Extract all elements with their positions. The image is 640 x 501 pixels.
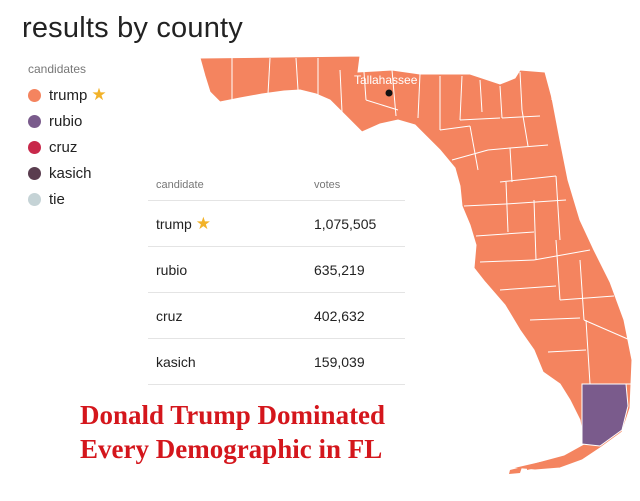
table-row: rubio 635,219 — [148, 247, 405, 293]
header-candidate: candidate — [156, 179, 204, 191]
legend: candidates trump ★ rubio cruz kasich tie — [28, 62, 107, 212]
results-table: candidate votes trump ★ 1,075,505 rubio … — [148, 170, 405, 385]
vote-count: 1,075,505 — [314, 215, 377, 232]
header-votes: votes — [314, 179, 341, 191]
legend-label: tie — [49, 190, 65, 208]
star-icon: ★ — [91, 85, 107, 104]
legend-item-trump[interactable]: trump ★ — [28, 82, 107, 108]
legend-item-cruz[interactable]: cruz — [28, 134, 107, 160]
page-title: results by county — [22, 12, 243, 44]
legend-label: trump — [49, 86, 88, 104]
candidate-name: trump — [156, 215, 192, 232]
legend-swatch — [28, 114, 41, 128]
candidate-name: kasich — [156, 353, 196, 370]
table-row: kasich 159,039 — [148, 339, 405, 385]
legend-swatch — [28, 88, 41, 102]
legend-item-kasich[interactable]: kasich — [28, 160, 107, 186]
legend-label: rubio — [49, 112, 83, 130]
headline-overlay: Donald Trump Dominated Every Demographic… — [80, 398, 385, 466]
legend-item-tie[interactable]: tie — [28, 186, 107, 212]
star-icon: ★ — [195, 213, 212, 233]
capital-marker — [385, 89, 393, 97]
legend-label: kasich — [49, 164, 92, 182]
legend-swatch — [28, 140, 41, 154]
florida-keys — [509, 462, 540, 474]
florida-state-shape — [199, 55, 633, 471]
headline-line-1: Donald Trump Dominated — [80, 400, 386, 430]
table-row: cruz 402,632 — [148, 293, 405, 339]
legend-swatch — [28, 166, 41, 180]
table-row: trump ★ 1,075,505 — [148, 201, 405, 247]
legend-item-rubio[interactable]: rubio — [28, 108, 107, 134]
county-miami-dade — [581, 383, 629, 447]
legend-label: cruz — [49, 138, 78, 156]
county-lines — [231, 57, 632, 385]
vote-count: 159,039 — [314, 353, 365, 370]
candidate-name: cruz — [156, 307, 183, 324]
vote-count: 402,632 — [314, 307, 365, 324]
vote-count: 635,219 — [314, 261, 365, 278]
headline-line-2: Every Demographic in FL — [80, 434, 383, 464]
legend-swatch — [28, 192, 41, 206]
table-header: candidate votes — [148, 170, 405, 201]
candidate-name: rubio — [156, 261, 188, 278]
legend-title: candidates — [28, 62, 87, 76]
capital-label: Tallahassee — [354, 73, 418, 87]
